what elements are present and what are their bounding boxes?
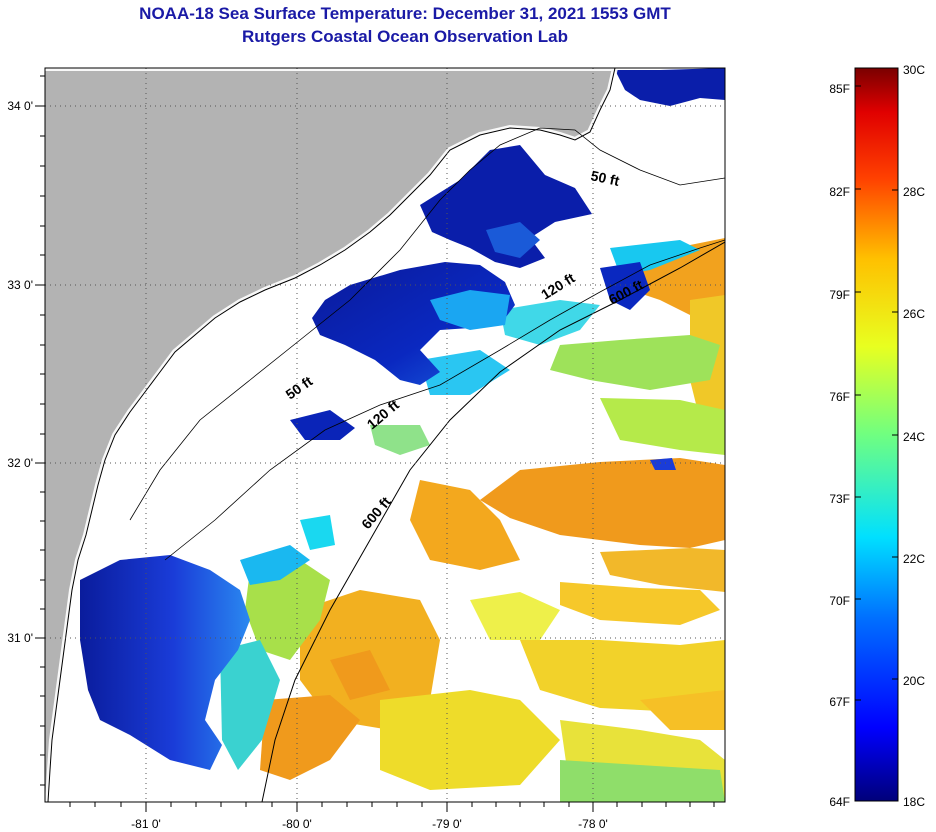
colorbar-label-f: 85F: [829, 82, 850, 96]
axis-ticks: [35, 75, 715, 812]
sst-patch: [300, 515, 335, 550]
lat-tick-label: 31 0': [7, 631, 33, 645]
lat-tick-label: 32 0': [7, 456, 33, 470]
sst-patch: [560, 760, 725, 802]
sst-patch: [600, 548, 725, 592]
colorbar-label-f: 76F: [829, 390, 850, 404]
lon-tick-label: -79 0': [432, 817, 462, 831]
colorbar-label-c: 18C: [903, 795, 925, 809]
sst-patch: [330, 650, 390, 700]
lon-tick-label: -78 0': [578, 817, 608, 831]
map-frame: [44, 67, 726, 803]
sst-patch: [486, 222, 540, 258]
sst-patch: [600, 262, 650, 310]
lon-tick-label: -80 0': [282, 817, 312, 831]
sst-patch: [290, 410, 355, 440]
sst-patch: [615, 68, 725, 106]
colorbar-label-c: 28C: [903, 185, 925, 199]
colorbar-label-c: 22C: [903, 552, 925, 566]
sst-patch: [245, 560, 330, 660]
colorbar-label-f: 64F: [829, 795, 850, 809]
sst-patch: [260, 695, 360, 780]
sst-patch: [430, 290, 510, 330]
sst-patch: [380, 690, 560, 790]
sst-patch: [600, 398, 725, 455]
lon-tick-label: -81 0': [131, 817, 161, 831]
sst-map: 50 ft 50 ft 120 ft 120 ft 600 ft 600 ft: [45, 68, 725, 802]
sst-patch: [650, 458, 676, 470]
contour-label: 50 ft: [589, 167, 621, 189]
graticule: [45, 68, 725, 802]
sst-patch: [420, 145, 592, 268]
sst-patch: [470, 592, 560, 640]
map-subtitle: Rutgers Coastal Ocean Observation Lab: [242, 27, 568, 46]
lat-tick-label: 34 0': [7, 99, 33, 113]
contour-120ft: [164, 239, 725, 561]
sst-patch: [220, 640, 280, 770]
sst-patch: [480, 458, 725, 548]
colorbar-ticks: [855, 85, 898, 701]
colorbar-label-f: 79F: [829, 288, 850, 302]
land-mass: [45, 68, 615, 802]
colorbar-label-c: 30C: [903, 63, 925, 77]
colorbar-label-c: 24C: [903, 430, 925, 444]
sst-patch: [640, 690, 725, 730]
sst-patch: [370, 425, 430, 455]
sst-patch: [410, 480, 520, 570]
colorbar-label-c: 26C: [903, 307, 925, 321]
colorbar-gradient: [854, 67, 899, 802]
map-title: NOAA-18 Sea Surface Temperature: Decembe…: [139, 4, 671, 23]
sst-patch: [80, 555, 250, 770]
sst-patch: [500, 300, 600, 345]
cold-water-patches: [70, 68, 725, 770]
colorbar-label-f: 82F: [829, 185, 850, 199]
lat-tick-label: 33 0': [7, 278, 33, 292]
contour-600ft: [261, 241, 725, 802]
colorbar-label-f: 67F: [829, 695, 850, 709]
temperature-colorbar: 85F 82F 79F 76F 73F 70F 67F 64F 30C 28C …: [829, 63, 925, 809]
sst-patch: [240, 545, 310, 585]
colorbar-label-f: 70F: [829, 594, 850, 608]
sst-patch: [520, 640, 725, 712]
contour-50ft: [129, 127, 725, 521]
colorbar-label-c: 20C: [903, 674, 925, 688]
colorbar-label-f: 73F: [829, 492, 850, 506]
sst-patch: [560, 582, 720, 625]
coastline: [47, 68, 616, 802]
